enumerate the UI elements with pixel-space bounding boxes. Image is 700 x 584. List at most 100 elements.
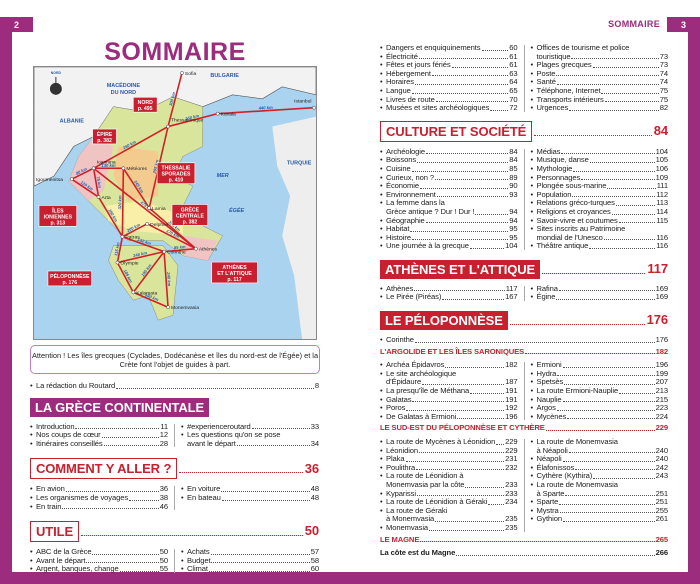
toc-entry[interactable]: Cythère (Kythira) 243 [531,472,669,481]
toc-entry[interactable]: En avion 36 [30,485,168,494]
toc-entry[interactable]: Musique, danse 105 [531,156,669,165]
section-heading-ath-nes-et-l-attique[interactable]: ATHÈNES ET L'ATTIQUE 117 [380,259,668,279]
toc-entry[interactable]: En train 46 [30,502,168,512]
toc-entry[interactable]: En voiture 48 [181,485,319,494]
toc-entry[interactable]: Poulithra 232 [380,463,518,473]
section-heading-culture-et-soci-t-[interactable]: CULTURE ET SOCIÉTÉ 84 [380,120,668,142]
toc-entry[interactable]: Mystra 255 [531,506,669,516]
toc-entry[interactable]: Archéa Épidavros 182 [380,361,518,370]
toc-entry[interactable]: Budget 58 [181,556,319,566]
toc-entry[interactable]: Histoire 95 [380,233,518,243]
toc-entry[interactable]: Monemvasia 235 [380,523,518,533]
toc-entry[interactable]: Savoir-vivre et coutumes 115 [531,216,669,226]
toc-entry[interactable]: Curieux, non ? 89 [380,173,518,183]
toc-entry[interactable]: Environnement 93 [380,190,518,200]
subsection-heading[interactable]: L'ARGOLIDE ET LES ÎLES SARONIQUES 182 [380,347,668,357]
toc-entry[interactable]: Les organismes de voyages 38 [30,493,168,503]
toc-entry[interactable]: Population 112 [531,190,669,200]
toc-entry[interactable]: Climat 60 [181,565,319,574]
toc-entry[interactable]: De Galatas à Ermioni 196 [380,412,518,422]
toc-entry[interactable]: Athènes 117 [380,284,518,294]
toc-entry[interactable]: Théâtre antique 116 [531,242,669,251]
subsection-heading[interactable]: La côte est du Magne 266 [380,549,668,558]
toc-entry[interactable]: Nos coups de cœur 12 [30,431,168,440]
toc-entry[interactable]: La presqu'île de Méthana 191 [380,386,518,396]
toc-entry[interactable]: Élafonissos 242 [531,463,669,473]
toc-entry[interactable]: Dangers et enquiquinements 60 [380,43,518,53]
toc-entry[interactable]: Néapoli 240 [531,455,669,464]
toc-entry[interactable]: Corinthe 176 [380,335,668,345]
toc-entry[interactable]: Introduction 11 [30,422,168,432]
toc-entry[interactable]: Personnages 109 [531,173,669,183]
toc-entry[interactable]: Achats 57 [181,548,319,557]
section-heading-la-gr-ce-continentale[interactable]: LA GRÈCE CONTINENTALE [30,397,319,417]
section-heading-le-p-loponn-se[interactable]: LE PÉLOPONNÈSE 176 [380,311,668,331]
toc-entry[interactable]: Transports intérieurs 75 [531,95,669,105]
toc-entry[interactable]: Urgences 82 [531,104,669,113]
subsection-heading[interactable]: LE SUD-EST DU PÉLOPONNÈSE ET CYTHÈRE 229 [380,424,668,433]
toc-entry[interactable]: Électricité 61 [380,52,518,62]
toc-entry[interactable]: En bateau 48 [181,493,319,503]
toc-entry[interactable]: La route de Mycènes à Léonidion 229 [380,437,518,447]
toc-entry[interactable]: Poros 192 [380,404,518,413]
toc-entry[interactable]: Égine 169 [531,293,669,302]
toc-entry[interactable]: Livres de route 70 [380,95,518,105]
toc-entry[interactable]: Mycènes 224 [531,412,669,422]
toc-entry[interactable]: Spetsès 207 [531,378,669,387]
toc-entry[interactable]: Horaires 64 [380,78,518,87]
toc-entry[interactable]: Argent, banques, change 55 [30,565,168,574]
toc-entry[interactable]: Hydra 199 [531,369,669,379]
toc-entry[interactable]: Habitat 95 [380,224,518,234]
toc-entry[interactable]: Argos 223 [531,404,669,413]
toc-entry[interactable]: Économie 90 [380,182,518,191]
toc-entry[interactable]: Médias 104 [531,147,669,157]
subsection-heading[interactable]: LE MAGNE 265 [380,535,668,545]
toc-entry[interactable]: La route Ermioni-Nauplie 213 [531,386,669,396]
toc-entry[interactable]: Le Pirée (Piréas) 167 [380,293,518,302]
toc-entry[interactable]: Géographie 94 [380,216,518,226]
toc-entry[interactable]: Cuisine 85 [380,164,518,174]
section-heading-utile[interactable]: UTILE 50 [30,521,319,543]
toc-entry[interactable]: Gythion 261 [531,515,669,524]
toc-entry[interactable]: Ermioni 196 [531,361,669,370]
toc-entry[interactable]: Poste 74 [531,69,669,79]
section-heading-comment-y-aller-[interactable]: COMMENT Y ALLER ? 36 [30,458,319,480]
toc-entry[interactable]: Nauplie 215 [531,395,669,405]
toc-entry[interactable]: Fêtes et jours fériés 61 [380,61,518,70]
toc-entry[interactable]: La route de Léonidion à Géraki 234 [380,498,518,507]
toc-entry[interactable]: #experienceroutard 33 [181,422,319,432]
toc-entry[interactable]: Musées et sites archéologiques 72 [380,104,518,113]
toc-entry[interactable]: Sparte 251 [531,498,669,507]
toc-entry[interactable]: Langue 65 [380,86,518,96]
toc-entry[interactable]: Plongée sous-marine 111 [531,182,669,191]
toc-entry[interactable]: Une journée à la grecque 104 [380,242,518,251]
toc-entry[interactable]: Boissons 84 [380,156,518,165]
toc-entry[interactable]: Relations gréco-turques 113 [531,199,669,208]
toc-entry[interactable]: Avant le départ 50 [30,556,168,566]
toc-entry[interactable]: Itinéraires conseillés 28 [30,439,168,449]
toc-entry[interactable]: Hébergement 63 [380,69,518,79]
toc-entry[interactable]: Rafina 169 [531,284,669,294]
toc-entry[interactable]: Plages grecques 73 [531,61,669,70]
toc-entry[interactable]: Léonidion 229 [380,446,518,456]
toc-entry[interactable]: Archéologie 84 [380,147,518,157]
toc-entry[interactable]: Mythologie 106 [531,164,669,174]
toc-entry[interactable]: Religions et croyances 114 [531,207,669,217]
toc-entry[interactable]: Kyparissi 233 [380,489,518,499]
toc-entry[interactable]: ABC de la Grèce 50 [30,548,168,557]
